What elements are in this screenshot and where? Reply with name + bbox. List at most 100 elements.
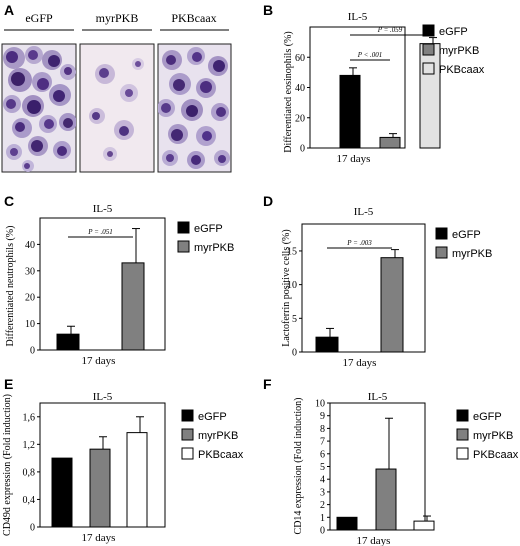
chart-b-significance-label: P < .001	[357, 51, 383, 59]
chart-b-legend-swatch	[422, 43, 435, 56]
chart-e-legend-swatch	[181, 428, 194, 441]
micrograph-egfp	[1, 43, 77, 173]
chart-c-ytick-label: 10	[25, 319, 35, 330]
chart-b-ytick-label: 0	[300, 144, 305, 155]
chart-b-legend-label: eGFP	[439, 26, 468, 38]
chart-d-ytick-label: 5	[292, 314, 297, 325]
chart-c-legend-label: eGFP	[194, 223, 223, 235]
chart-f-legend-swatch	[456, 409, 469, 422]
chart-c-plot-frame	[39, 217, 166, 351]
chart-d-xlabel: 17 days	[343, 357, 377, 369]
chart-e-bar-pkbcaax	[126, 432, 148, 528]
chart-b-legend-swatch	[422, 62, 435, 75]
chart-c-legend-swatch	[177, 221, 190, 234]
chart-b-ytick-label: 20	[295, 113, 305, 124]
chart-b-bar-myrpkb	[379, 136, 401, 149]
chart-e-bar-myrpkb	[89, 448, 111, 528]
micrograph-label-egfp: eGFP	[25, 11, 53, 25]
chart-d-bar-egfp	[315, 336, 339, 353]
chart-d-legend-swatch	[435, 246, 448, 259]
chart-e-ytick-label: 0	[30, 523, 35, 534]
panel-letter-d: D	[263, 193, 273, 209]
chart-d-significance-label: P = .003	[346, 239, 372, 247]
chart-e-bar-egfp	[51, 457, 73, 528]
chart-f-legend-swatch	[456, 428, 469, 441]
chart-e-legend-swatch	[181, 447, 194, 460]
micrograph-label-pkbcaax: PKBcaax	[171, 11, 216, 25]
chart-f-bar-myrpkb	[375, 468, 397, 531]
chart-e-title: IL-5	[93, 391, 113, 403]
panel-letter-b: B	[263, 2, 273, 18]
chart-d-legend-label: myrPKB	[452, 248, 492, 260]
chart-e-ytick-label: 0,4	[23, 495, 36, 506]
chart-d-ytick-label: 10	[287, 280, 297, 291]
chart-e-legend-label: eGFP	[198, 411, 227, 423]
chart-b-legend-swatch	[422, 24, 435, 37]
chart-f-ytick-label: 8	[320, 424, 325, 435]
chart-d-title: IL-5	[354, 206, 374, 218]
chart-b-ytick-label: 60	[295, 53, 305, 64]
chart-e-legend-label: myrPKB	[198, 430, 238, 442]
chart-c-ytick-label: 0	[30, 346, 35, 357]
chart-d-ylabel: Lactoferrin positive cells (%)	[281, 229, 292, 346]
micrograph-label-myrpkb: myrPKB	[96, 11, 139, 25]
chart-b-xlabel: 17 days	[337, 153, 371, 165]
chart-f-title: IL-5	[368, 391, 388, 403]
chart-c-significance-label: P = .051	[87, 228, 113, 236]
chart-d-legend-label: eGFP	[452, 229, 481, 241]
chart-d-ytick-label: 0	[292, 348, 297, 359]
panel-letter-c: C	[4, 193, 14, 209]
chart-b-significance-label: P = .059	[377, 26, 403, 34]
chart-f-ytick-label: 5	[320, 462, 325, 473]
chart-f-ytick-label: 6	[320, 449, 325, 460]
micrograph-myrpkb	[79, 43, 155, 173]
chart-c-legend-swatch	[177, 240, 190, 253]
chart-f-ytick-label: 3	[320, 487, 325, 498]
chart-f-legend-swatch	[456, 447, 469, 460]
chart-e-ylabel: CD49d expression (Fold induction)	[2, 394, 13, 536]
chart-c-ylabel: Differentiated neutrophils (%)	[5, 226, 16, 347]
chart-d-ytick-label: 15	[287, 246, 297, 257]
chart-f-ytick-label: 0	[320, 526, 325, 537]
chart-f-ytick-label: 1	[320, 513, 325, 524]
chart-b-ytick-label: 40	[295, 83, 305, 94]
chart-e-ytick-label: 0,8	[23, 467, 36, 478]
chart-f-ytick-label: 4	[320, 475, 325, 486]
chart-b-legend-label: myrPKB	[439, 45, 479, 57]
chart-c-bar-myrpkb	[121, 262, 145, 351]
chart-f-legend-label: myrPKB	[473, 430, 513, 442]
chart-e-legend-label: PKBcaax	[198, 449, 244, 461]
chart-c-ytick-label: 30	[25, 266, 35, 277]
chart-f-ylabel: CD14 expression (Fold induction)	[293, 398, 304, 535]
chart-f-legend-label: eGFP	[473, 411, 502, 423]
chart-c-legend-label: myrPKB	[194, 242, 234, 254]
chart-e-legend-swatch	[181, 409, 194, 422]
chart-b-ylabel: Differentiated eosinophils (%)	[283, 31, 294, 152]
chart-b-bar-egfp	[339, 74, 361, 149]
chart-b-legend-label: PKBcaax	[439, 64, 485, 76]
panel-letter-f: F	[263, 376, 272, 392]
chart-e-ytick-label: 1,2	[23, 440, 36, 451]
chart-d-legend-swatch	[435, 227, 448, 240]
chart-c-bar-egfp	[56, 333, 80, 351]
panel-letter-a: A	[4, 2, 14, 18]
chart-f-bar-egfp	[336, 516, 358, 531]
chart-c-ytick-label: 20	[25, 293, 35, 304]
chart-e-ytick-label: 1,6	[23, 412, 36, 423]
chart-f-ytick-label: 9	[320, 411, 325, 422]
chart-f-ytick-label: 10	[315, 399, 325, 410]
panel-letter-e: E	[4, 376, 13, 392]
micrograph-pkbcaax	[157, 43, 232, 173]
chart-b-title: IL-5	[348, 11, 368, 23]
chart-c-xlabel: 17 days	[82, 355, 116, 367]
chart-b-bar-pkbcaax	[419, 43, 441, 149]
chart-c-ytick-label: 40	[25, 240, 35, 251]
chart-f-legend-label: PKBcaax	[473, 449, 519, 461]
chart-f-bar-pkbcaax	[413, 520, 435, 531]
chart-f-ytick-label: 2	[320, 500, 325, 511]
chart-f-xlabel: 17 days	[357, 535, 391, 546]
chart-d-bar-myrpkb	[380, 257, 404, 353]
chart-c-title: IL-5	[93, 203, 113, 215]
chart-f-ytick-label: 7	[320, 437, 325, 448]
